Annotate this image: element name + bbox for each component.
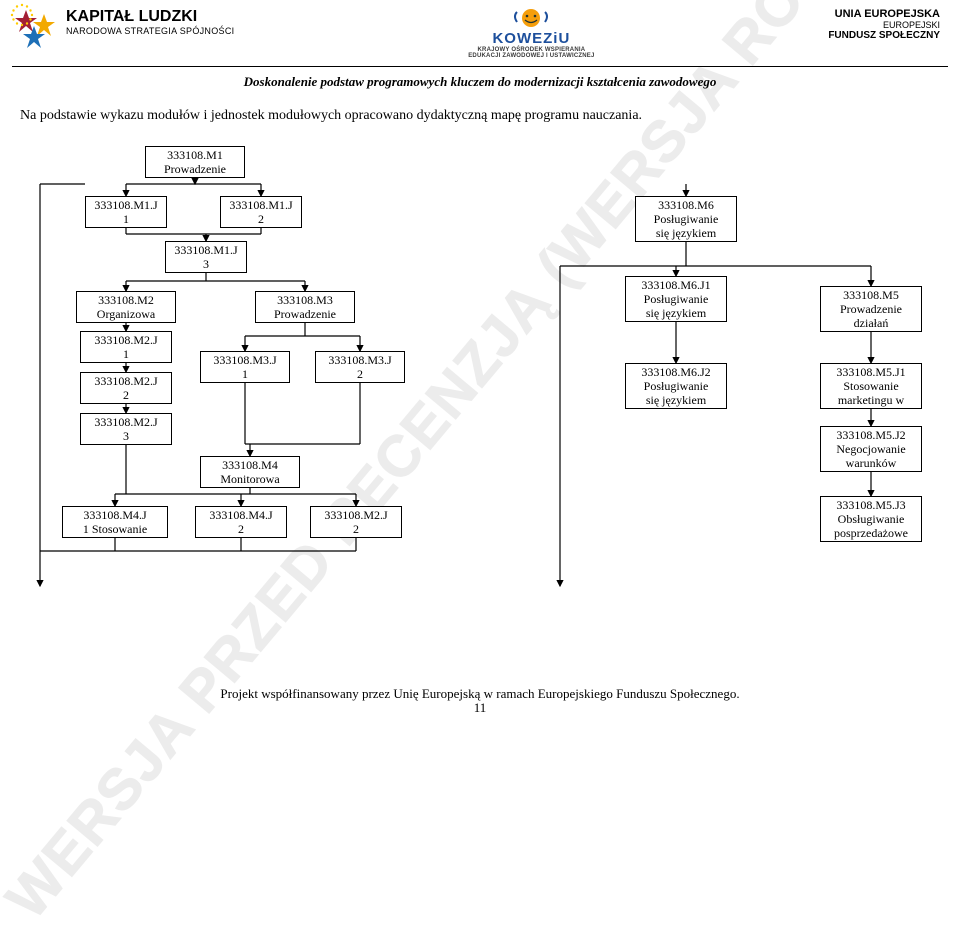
module-box-m2j3: 333108.M2.J3 — [80, 413, 172, 445]
module-box-m3j2: 333108.M3.J2 — [315, 351, 405, 383]
logo-koweziu: KOWEZiU KRAJOWY OŚRODEK WSPIERANIA EDUKA… — [468, 8, 594, 59]
module-box-m5: 333108.M5Prowadzeniedziałań — [820, 286, 922, 332]
module-box-m1j3: 333108.M1.J3 — [165, 241, 247, 273]
module-box-m1j1: 333108.M1.J1 — [85, 196, 167, 228]
module-diagram: 333108.M1Prowadzenie 333108.M1.J1 333108.M… — [0, 126, 960, 646]
module-box-m5j1: 333108.M5.J1Stosowaniemarketingu w — [820, 363, 922, 409]
kl-sub: NARODOWA STRATEGIA SPÓJNOŚCI — [66, 26, 234, 36]
module-box-m2: 333108.M2Organizowa — [76, 291, 176, 323]
koweziu-title: KOWEZiU — [492, 30, 570, 47]
module-box-m4: 333108.M4Monitorowa — [200, 456, 300, 488]
module-box-m3j1: 333108.M3.J1 — [200, 351, 290, 383]
page-subtitle: Doskonalenie podstaw programowych klucze… — [0, 74, 960, 90]
header-divider — [12, 66, 948, 67]
logo-kapital-ludzki: KAPITAŁ LUDZKI NARODOWA STRATEGIA SPÓJNO… — [14, 8, 234, 48]
koweziu-icon — [511, 8, 551, 28]
page-number: 11 — [0, 700, 960, 716]
module-box-m4j1: 333108.M4.J1 Stosowanie — [62, 506, 168, 538]
module-box-m5j3: 333108.M5.J3Obsługiwanieposprzedażowe — [820, 496, 922, 542]
module-box-m1j2: 333108.M1.J2 — [220, 196, 302, 228]
module-box-m6j1: 333108.M6.J1Posługiwaniesię językiem — [625, 276, 727, 322]
module-box-m1: 333108.M1Prowadzenie — [145, 146, 245, 178]
module-box-m5j2: 333108.M5.J2Negocjowaniewarunków — [820, 426, 922, 472]
module-box-m2j2b: 333108.M2.J2 — [310, 506, 402, 538]
intro-text: Na podstawie wykazu modułów i jednostek … — [20, 108, 940, 124]
kl-title: KAPITAŁ LUDZKI — [66, 8, 234, 26]
logo-ue-text: UNIA EUROPEJSKA EUROPEJSKI FUNDUSZ SPOŁE… — [828, 8, 940, 41]
koweziu-sub2: EDUKACJI ZAWODOWEJ I USTAWICZNEJ — [468, 53, 594, 59]
page-header: KAPITAŁ LUDZKI NARODOWA STRATEGIA SPÓJNO… — [0, 0, 960, 60]
module-box-m3: 333108.M3Prowadzenie — [255, 291, 355, 323]
module-box-m4j2: 333108.M4.J2 — [195, 506, 287, 538]
module-box-m6: 333108.M6Posługiwaniesię językiem — [635, 196, 737, 242]
module-box-m2j1: 333108.M2.J1 — [80, 331, 172, 363]
module-box-m6j2: 333108.M6.J2Posługiwaniesię językiem — [625, 363, 727, 409]
module-box-m2j2: 333108.M2.J2 — [80, 372, 172, 404]
